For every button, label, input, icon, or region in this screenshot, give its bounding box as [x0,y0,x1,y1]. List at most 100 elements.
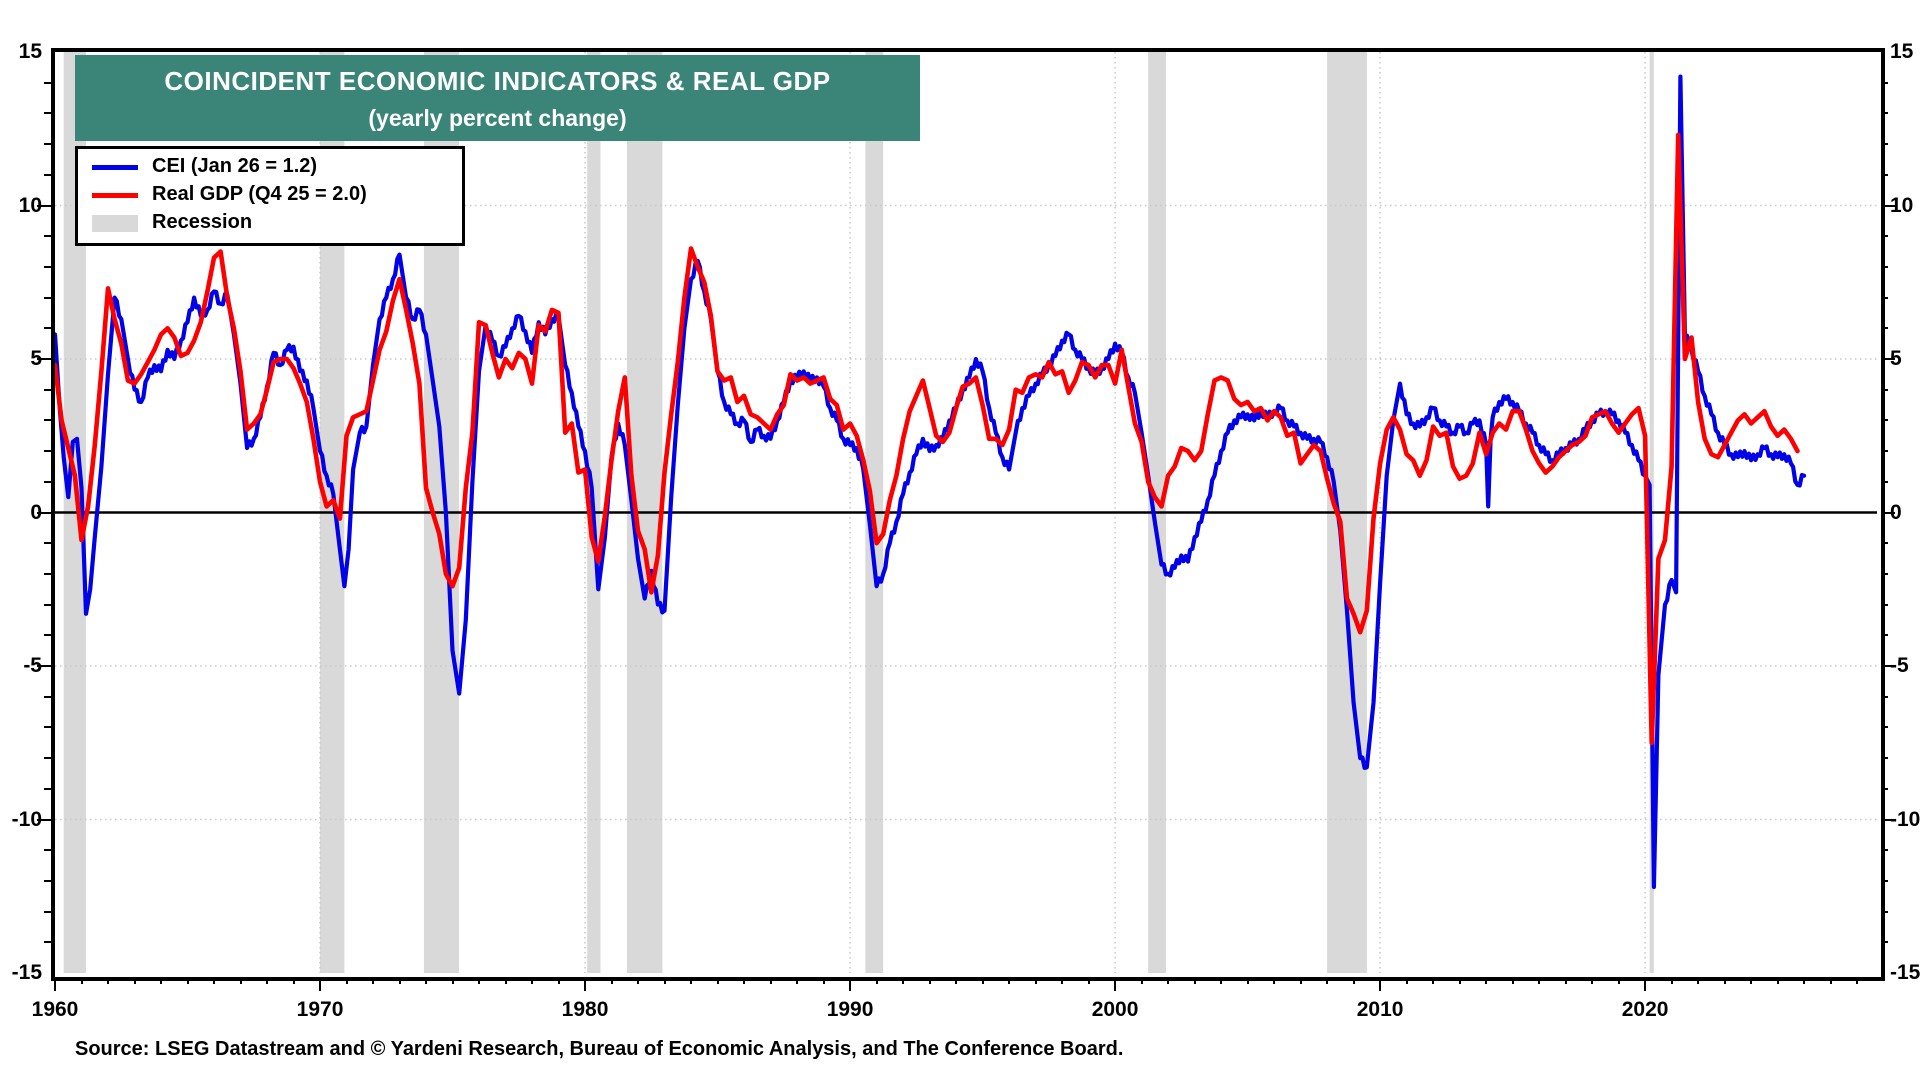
y-minor-tick [1881,388,1888,391]
y-major-tick [37,665,51,667]
y-axis-tick-label: -10 [11,807,42,831]
x-minor-tick [1591,977,1594,984]
x-minor-tick [796,977,799,984]
x-minor-tick [981,977,984,984]
y-axis-tick-label: 15 [1890,40,1914,63]
x-minor-tick [716,977,719,984]
y-axis-tick-label: -10 [1890,807,1920,831]
x-axis-tick-label: 1980 [561,998,609,1021]
x-minor-tick [398,977,401,984]
x-minor-tick [1485,977,1488,984]
gdp-line [55,132,1800,746]
x-minor-tick [1220,977,1223,984]
y-minor-tick [1881,757,1888,760]
y-minor-tick [44,450,51,453]
x-minor-tick [1167,977,1170,984]
x-minor-tick [186,977,189,984]
x-minor-tick [425,977,428,984]
x-minor-tick [743,977,746,984]
y-minor-tick [44,726,51,729]
y-minor-tick [44,327,51,330]
x-minor-tick [1432,977,1435,984]
y-axis-tick-label: 0 [1890,500,1902,524]
y-minor-tick [44,695,51,698]
y-minor-tick [44,388,51,391]
x-minor-tick [663,977,666,984]
y-axis-tick-label: -15 [11,961,42,984]
x-axis-tick-label: 2020 [1621,998,1669,1021]
y-minor-tick [44,265,51,268]
y-minor-tick [1881,81,1888,84]
x-minor-tick [822,977,825,984]
y-minor-tick [44,603,51,606]
y-minor-tick [44,542,51,545]
chart-title-box: COINCIDENT ECONOMIC INDICATORS & REAL GD… [75,55,920,141]
y-minor-tick [1881,296,1888,299]
y-minor-tick [1881,849,1888,852]
y-axis-tick-label: 15 [18,40,42,63]
x-minor-tick [504,977,507,984]
x-minor-tick [690,977,693,984]
x-axis-tick-label: 1990 [826,998,874,1021]
y-minor-tick [1881,173,1888,176]
y-minor-tick [44,757,51,760]
x-minor-tick [769,977,772,984]
y-minor-tick [44,81,51,84]
x-major-tick [54,977,56,991]
x-minor-tick [1299,977,1302,984]
x-minor-tick [1697,977,1700,984]
y-minor-tick [1881,327,1888,330]
legend: CEI (Jan 26 = 1.2) Real GDP (Q4 25 = 2.0… [75,146,465,246]
y-minor-tick [44,849,51,852]
y-minor-tick [44,235,51,238]
x-minor-tick [292,977,295,984]
x-minor-tick [610,977,613,984]
x-minor-tick [1140,977,1143,984]
x-minor-tick [213,977,215,984]
x-major-tick [584,977,587,991]
y-minor-tick [44,634,51,637]
y-major-tick [1881,358,1895,360]
y-minor-tick [1881,542,1888,545]
legend-label-gdp: Real GDP (Q4 25 = 2.0) [152,183,367,205]
x-minor-tick [1326,977,1329,984]
x-minor-tick [1273,977,1276,984]
x-minor-tick [1750,977,1753,984]
y-axis-tick-label: -15 [1890,961,1920,984]
x-major-tick [1379,977,1382,991]
y-minor-tick [1881,450,1888,453]
y-minor-tick [1881,603,1888,606]
x-minor-tick [478,977,481,984]
x-major-tick [1644,977,1647,991]
source-attribution: Source: LSEG Datastream and © Yardeni Re… [75,1038,1124,1060]
cei-line [55,74,1807,890]
x-minor-tick [133,977,136,984]
y-major-tick [1881,204,1895,207]
y-minor-tick [1881,910,1888,913]
y-minor-tick [44,173,51,176]
y-minor-tick [1881,787,1888,790]
x-minor-tick [1352,977,1355,984]
y-major-tick [37,358,51,360]
x-minor-tick [1617,977,1620,984]
x-minor-tick [1564,977,1567,984]
y-minor-tick [44,787,51,790]
x-minor-tick [902,977,905,984]
x-axis-tick-label: 1970 [296,998,344,1021]
x-minor-tick [1723,977,1726,984]
y-minor-tick [1881,112,1888,115]
x-minor-tick [345,977,348,984]
y-axis-tick-label: 10 [1890,193,1914,217]
chart-title: COINCIDENT ECONOMIC INDICATORS & REAL GD… [164,66,831,96]
recession-band-swatch [92,215,138,232]
y-minor-tick [1881,572,1888,575]
x-minor-tick [80,977,83,984]
y-minor-tick [1881,143,1888,146]
x-minor-tick [1458,977,1461,984]
y-axis-tick-label: 5 [30,347,42,370]
x-major-tick [849,977,852,991]
legend-item-cei: CEI (Jan 26 = 1.2) [78,153,462,181]
x-minor-tick [557,977,560,984]
x-minor-tick [1670,977,1673,984]
